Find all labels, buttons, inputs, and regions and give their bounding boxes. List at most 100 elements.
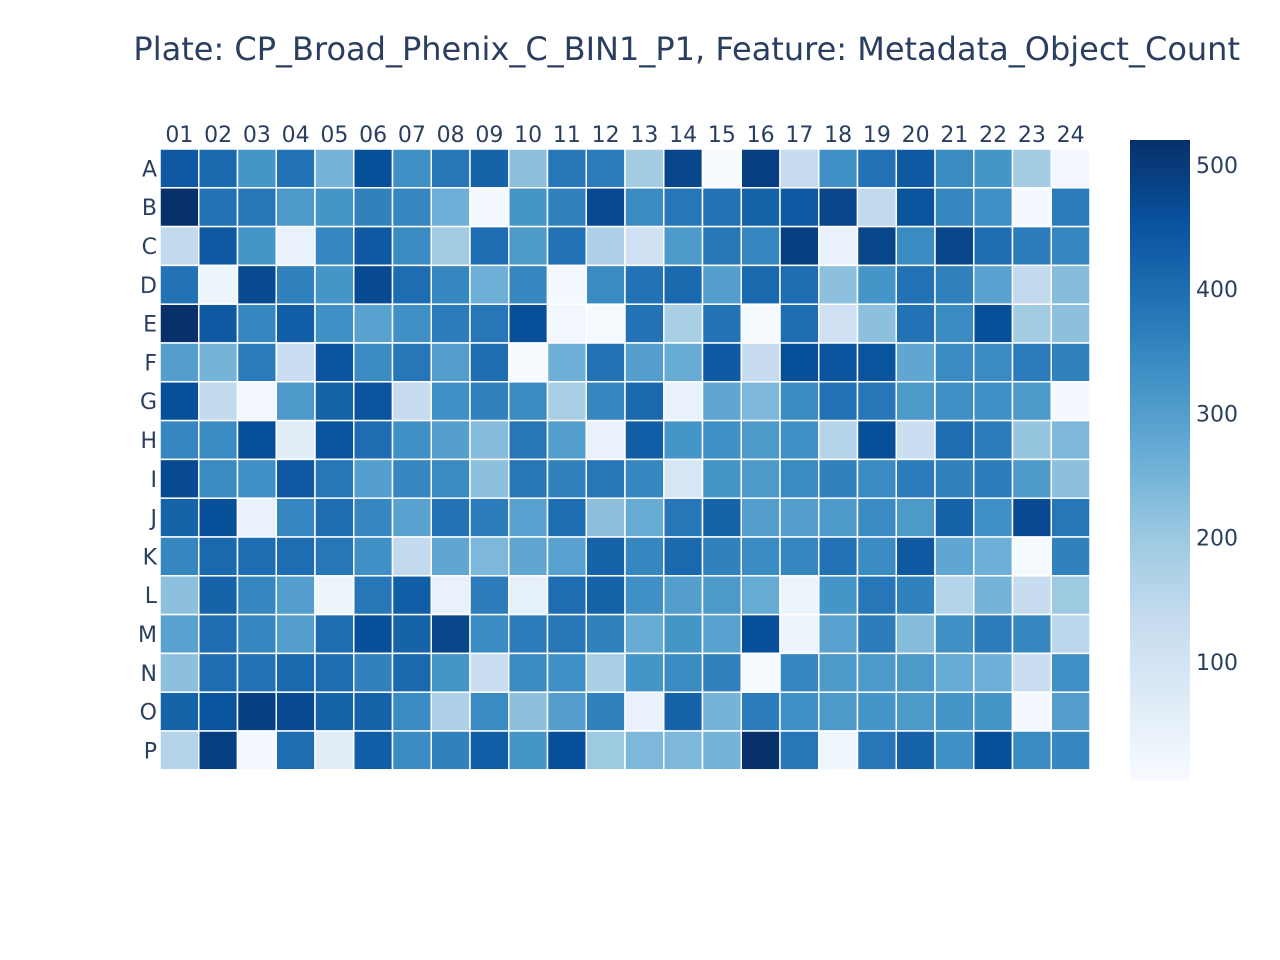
heatmap-cell (585, 187, 626, 228)
heatmap-cell (353, 419, 394, 461)
heatmap-cell (198, 187, 239, 228)
heatmap-cell (469, 575, 510, 616)
heatmap-cell (624, 148, 665, 189)
heatmap-cell (391, 264, 432, 305)
heatmap-cell (624, 497, 665, 538)
heatmap-cell (934, 730, 975, 771)
heatmap-cell (818, 730, 859, 771)
heatmap-cell (1050, 536, 1091, 577)
heatmap-cell (314, 536, 355, 577)
y-tick-label: G (140, 390, 157, 415)
heatmap-cell (469, 419, 510, 461)
heatmap-cell (701, 497, 742, 538)
heatmap-cell (314, 264, 355, 305)
heatmap-cell (353, 458, 394, 499)
heatmap-cell (818, 303, 859, 344)
heatmap-cell (275, 381, 316, 422)
colorbar-tick-label: 500 (1196, 154, 1238, 179)
heatmap-cell (508, 613, 549, 655)
heatmap-cell (779, 575, 820, 616)
heatmap-cell (701, 225, 742, 267)
heatmap-cell (353, 730, 394, 771)
x-tick-label: 16 (747, 123, 775, 148)
heatmap-cells (159, 148, 1091, 771)
heatmap-cell (275, 342, 316, 383)
heatmap-cell (1050, 225, 1091, 267)
heatmap-cell (1050, 187, 1091, 228)
heatmap-cell (818, 148, 859, 189)
colorbar-tick-label: 400 (1196, 278, 1238, 303)
heatmap-cell (159, 419, 200, 461)
heatmap-cell (856, 225, 897, 267)
heatmap-cell (585, 342, 626, 383)
y-tick-label: O (140, 701, 157, 726)
heatmap-cell (508, 419, 549, 461)
heatmap-cell (895, 730, 936, 771)
heatmap-cell (159, 497, 200, 538)
heatmap-cell (973, 497, 1014, 538)
x-tick-label: 04 (282, 123, 310, 148)
heatmap-cell (508, 575, 549, 616)
heatmap-cell (508, 381, 549, 422)
heatmap-cell (895, 691, 936, 732)
heatmap-cell (740, 148, 781, 189)
heatmap-cell (856, 497, 897, 538)
heatmap-cell (663, 458, 704, 499)
heatmap-cell (701, 575, 742, 616)
heatmap-cell (353, 148, 394, 189)
heatmap-cell (391, 303, 432, 344)
heatmap-cell (856, 342, 897, 383)
heatmap-cell (779, 419, 820, 461)
heatmap-cell (236, 613, 277, 655)
heatmap-cell (895, 303, 936, 344)
heatmap-cell (430, 264, 471, 305)
heatmap-cell (856, 691, 897, 732)
x-tick-label: 19 (863, 123, 891, 148)
heatmap-cell (973, 148, 1014, 189)
heatmap-cell (508, 264, 549, 305)
heatmap-cell (663, 730, 704, 771)
heatmap-cell (856, 458, 897, 499)
heatmap-cell (314, 575, 355, 616)
heatmap-cell (585, 730, 626, 771)
heatmap-cell (701, 652, 742, 693)
colorbar-tick-label: 200 (1196, 527, 1238, 552)
heatmap-cell (585, 419, 626, 461)
heatmap-cell (818, 536, 859, 577)
heatmap-cell (973, 691, 1014, 732)
heatmap-cell (508, 691, 549, 732)
heatmap-cell (818, 264, 859, 305)
heatmap-cell (1011, 575, 1052, 616)
heatmap-cell (740, 536, 781, 577)
heatmap-cell (624, 342, 665, 383)
heatmap-cell (391, 148, 432, 189)
heatmap-cell (624, 536, 665, 577)
heatmap-cell (275, 419, 316, 461)
heatmap-cell (1050, 691, 1091, 732)
heatmap-cell (856, 536, 897, 577)
heatmap-cell (934, 497, 975, 538)
heatmap-cell (546, 575, 587, 616)
heatmap-cell (740, 691, 781, 732)
heatmap-cell (701, 187, 742, 228)
heatmap-cell (585, 148, 626, 189)
heatmap-cell (856, 613, 897, 655)
heatmap-cell (701, 730, 742, 771)
y-tick-label: D (140, 274, 157, 299)
x-tick-label: 20 (902, 123, 930, 148)
heatmap-cell (856, 575, 897, 616)
heatmap-cell (663, 342, 704, 383)
heatmap-cell (353, 225, 394, 267)
heatmap-cell (934, 613, 975, 655)
heatmap-cell (585, 497, 626, 538)
heatmap-cell (624, 225, 665, 267)
heatmap-cell (314, 730, 355, 771)
heatmap-cell (585, 264, 626, 305)
heatmap-cell (314, 148, 355, 189)
heatmap-cell (701, 148, 742, 189)
heatmap-cell (818, 419, 859, 461)
heatmap-cell (469, 148, 510, 189)
heatmap-cell (895, 187, 936, 228)
heatmap-cell (624, 613, 665, 655)
heatmap-cell (779, 264, 820, 305)
